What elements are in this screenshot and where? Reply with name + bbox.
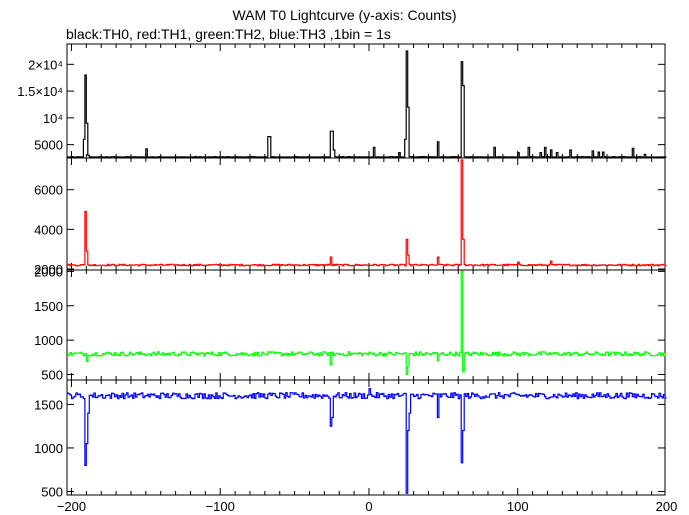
x-tick-label: −200 xyxy=(57,499,86,514)
y-tick-label: 5000 xyxy=(34,138,63,153)
x-tick-label: 200 xyxy=(656,499,678,514)
series-th0-line xyxy=(67,50,667,158)
y-tick-label: 10⁴ xyxy=(43,111,63,126)
chart-title: WAM T0 Lightcurve (y-axis: Counts) xyxy=(232,7,457,23)
x-tick-label: 0 xyxy=(365,499,372,514)
series-th2-line xyxy=(67,270,667,376)
y-tick-label: 1500 xyxy=(34,299,63,314)
panels-group: 5000 10⁴ 1.5×10⁴ 2×10⁴ 2000 4000 6000 500 1000 15… xyxy=(17,43,667,500)
chart-subtitle: black:TH0, red:TH1, green:TH2, blue:TH3 … xyxy=(66,26,391,42)
y-tick-label: 2000 xyxy=(34,264,63,279)
panel-th3: 500 1000 1500 xyxy=(34,379,667,500)
panel-frame xyxy=(66,43,666,159)
x-tick-label: 100 xyxy=(507,499,529,514)
y-tick-label: 500 xyxy=(41,485,63,500)
y-tick-label: 1000 xyxy=(34,333,63,348)
series-th3-line xyxy=(67,388,667,494)
y-tick-label: 500 xyxy=(41,368,63,383)
panel-frame xyxy=(66,269,666,381)
y-tick-label: 2×10⁴ xyxy=(28,57,63,72)
panel-th2: 500 1000 1500 2000 xyxy=(34,264,667,383)
panel-frame xyxy=(66,379,666,496)
panel-th1: 2000 4000 6000 xyxy=(34,157,667,277)
y-tick-label: 1000 xyxy=(34,441,63,456)
y-tick-label: 2000 xyxy=(34,262,63,277)
y-tick-label: 6000 xyxy=(34,183,63,198)
y-tick-label: 1500 xyxy=(34,397,63,412)
y-tick-label: 4000 xyxy=(34,222,63,237)
panel-th0: 5000 10⁴ 1.5×10⁴ 2×10⁴ xyxy=(17,43,667,159)
panel-frame xyxy=(66,157,666,271)
x-tick-label: −100 xyxy=(206,499,235,514)
y-tick-label: 1.5×10⁴ xyxy=(17,84,63,99)
x-axis: −200 −100 0 100 200 xyxy=(57,499,678,514)
series-th1-line xyxy=(67,159,667,267)
